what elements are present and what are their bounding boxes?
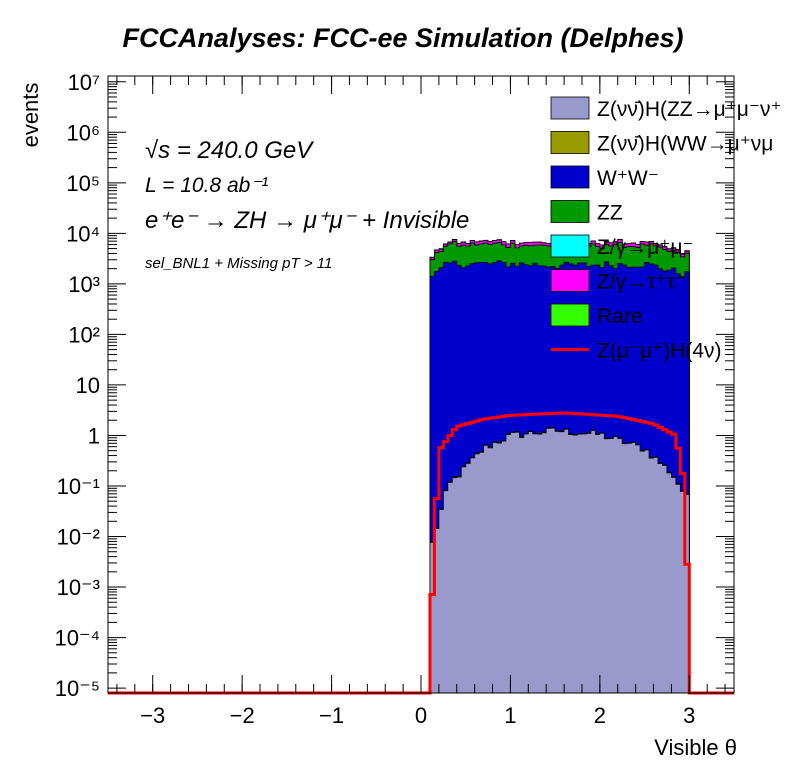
x-tick-label: 0	[415, 703, 427, 728]
x-axis-label: Visible θ	[654, 735, 737, 760]
x-tick-label: −3	[140, 703, 165, 728]
legend-swatch	[550, 269, 590, 292]
legend-swatch	[550, 131, 590, 154]
signal-line	[108, 411, 734, 695]
y-tick-label: 1	[88, 423, 100, 448]
legend-label: Z(μ⁻μ⁺)H(4ν)	[597, 340, 722, 363]
legend-swatch	[550, 165, 590, 189]
x-tick-label: 3	[683, 703, 695, 728]
process-label: e⁺e⁻ → ZH → μ⁺μ⁻ + Invisible	[145, 207, 469, 234]
y-tick-label: 10⁻³	[57, 575, 100, 600]
selection-label: sel_BNL1 + Missing pT > 11	[145, 255, 332, 272]
legend-label: Rare	[597, 305, 643, 328]
axes: −3 −2 −1 0 1 2 3 10⁻⁵ 10⁻⁴ 10⁻³ 10⁻² 10⁻¹ 1 10 10² 10³ 1…	[54, 70, 735, 728]
luminosity-label: L = 10.8 ab⁻¹	[145, 174, 268, 197]
y-tick-label: 10²	[68, 322, 100, 347]
y-tick-label: 10⁻¹	[57, 474, 100, 499]
legend-label: Z/γ→τ⁺τ⁻	[597, 271, 686, 294]
annotations: √s = 240.0 GeV L = 10.8 ab⁻¹ e⁺e⁻ → ZH →…	[145, 137, 469, 272]
x-tick-label: 1	[504, 703, 516, 728]
legend-label: ZZ	[597, 202, 623, 225]
x-tick-label: −1	[319, 703, 344, 728]
x-tick-label: −2	[230, 703, 255, 728]
legend-label: Z(νν̄)H(ZZ→μ⁺μ⁻ν⁺	[597, 98, 782, 121]
legend-swatch	[550, 200, 590, 223]
x-tick-label: 2	[594, 703, 606, 728]
y-tick-label: 10⁶	[66, 120, 100, 145]
stack-band	[429, 427, 690, 694]
histogram-layer	[108, 239, 734, 695]
legend-swatch	[550, 303, 590, 327]
y-tick-label: 10⁻⁵	[55, 676, 100, 701]
sqrt-s-label: √s = 240.0 GeV	[145, 137, 314, 164]
legend-label: W⁺W⁻	[597, 167, 659, 190]
legend-swatch	[550, 96, 590, 120]
y-tick-label: 10⁻⁴	[54, 626, 100, 651]
y-tick-label: 10³	[68, 272, 100, 297]
y-tick-label: 10⁷	[68, 70, 100, 95]
legend-label: Z(νν̄)H(WW→μ⁺νμ	[597, 133, 773, 156]
y-tick-label: 10⁵	[66, 171, 100, 196]
legend: Z(νν̄)H(ZZ→μ⁺μ⁻ν⁺ Z(νν̄)H(WW→μ⁺νμ W⁺W⁻ ZZ Z/…	[550, 96, 782, 363]
y-axis-label: events	[18, 83, 43, 148]
y-tick-label: 10⁴	[66, 221, 100, 246]
legend-label: Z/γ→μ⁺μ⁻	[597, 236, 694, 259]
y-tick-label: 10⁻²	[57, 525, 100, 550]
chart-title: FCCAnalyses: FCC-ee Simulation (Delphes)	[122, 23, 683, 53]
legend-swatch	[550, 234, 590, 258]
y-tick-label: 10	[76, 373, 100, 398]
